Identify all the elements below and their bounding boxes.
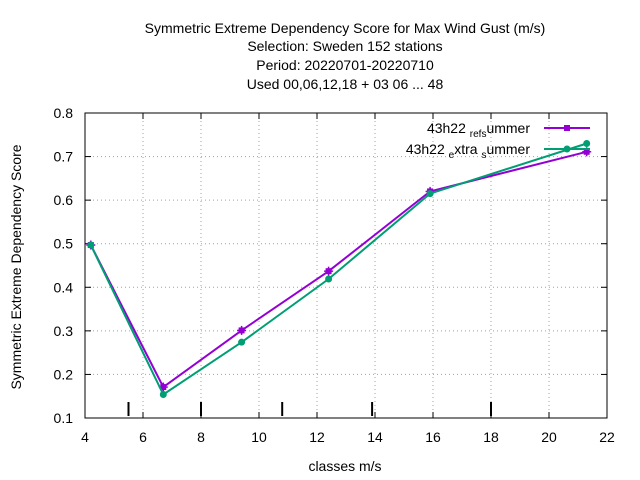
y-tick-label: 0.7 [54, 149, 74, 165]
x-tick-label: 8 [197, 429, 205, 445]
title-line-4: Used 00,06,12,18 + 03 06 ... 48 [247, 76, 444, 92]
y-tick-labels: 0.1 0.2 0.3 0.4 0.5 0.6 0.7 0.8 [54, 105, 74, 426]
data-point [583, 140, 591, 147]
x-tick-labels: 4 6 8 10 12 14 16 18 20 22 [81, 429, 615, 445]
class-markers [127, 402, 492, 416]
legend-marker [564, 125, 570, 131]
y-tick-label: 0.3 [54, 323, 74, 339]
x-tick-label: 22 [599, 429, 615, 445]
x-tick-label: 6 [139, 429, 147, 445]
legend-label: 43h22 extra summer [406, 141, 531, 161]
x-tick-label: 10 [251, 429, 267, 445]
x-tick-label: 12 [309, 429, 325, 445]
chart-title: Symmetric Extreme Dependency Score for M… [145, 20, 546, 92]
x-tick-label: 20 [541, 429, 557, 445]
y-tick-label: 0.6 [54, 192, 74, 208]
x-axis-label: classes m/s [308, 458, 381, 474]
title-line-1: Symmetric Extreme Dependency Score for M… [145, 20, 546, 36]
plot-frame [84, 112, 608, 419]
series-line-2 [89, 142, 588, 396]
y-tick-label: 0.8 [54, 105, 74, 121]
y-axis-label: Symmetric Extreme Dependency Score [8, 144, 24, 389]
data-point [87, 241, 95, 249]
data-point [238, 338, 246, 346]
axis-ticks [84, 112, 608, 419]
x-tick-label: 4 [81, 429, 89, 445]
y-tick-label: 0.1 [54, 410, 74, 426]
series [86, 140, 592, 398]
y-tick-label: 0.4 [54, 279, 74, 295]
grid [85, 113, 607, 418]
title-line-2: Selection: Sweden 152 stations [247, 38, 442, 54]
x-tick-label: 18 [483, 429, 499, 445]
y-tick-label: 0.5 [54, 236, 74, 252]
legend-label: 43h22 refsummer [427, 120, 530, 140]
title-line-3: Period: 20220701-20220710 [256, 57, 434, 73]
data-point [426, 190, 434, 198]
x-tick-label: 14 [367, 429, 383, 445]
x-tick-label: 16 [425, 429, 441, 445]
y-tick-label: 0.2 [54, 366, 74, 382]
data-point [159, 390, 167, 398]
data-point [325, 275, 333, 283]
legend-marker [563, 145, 571, 153]
